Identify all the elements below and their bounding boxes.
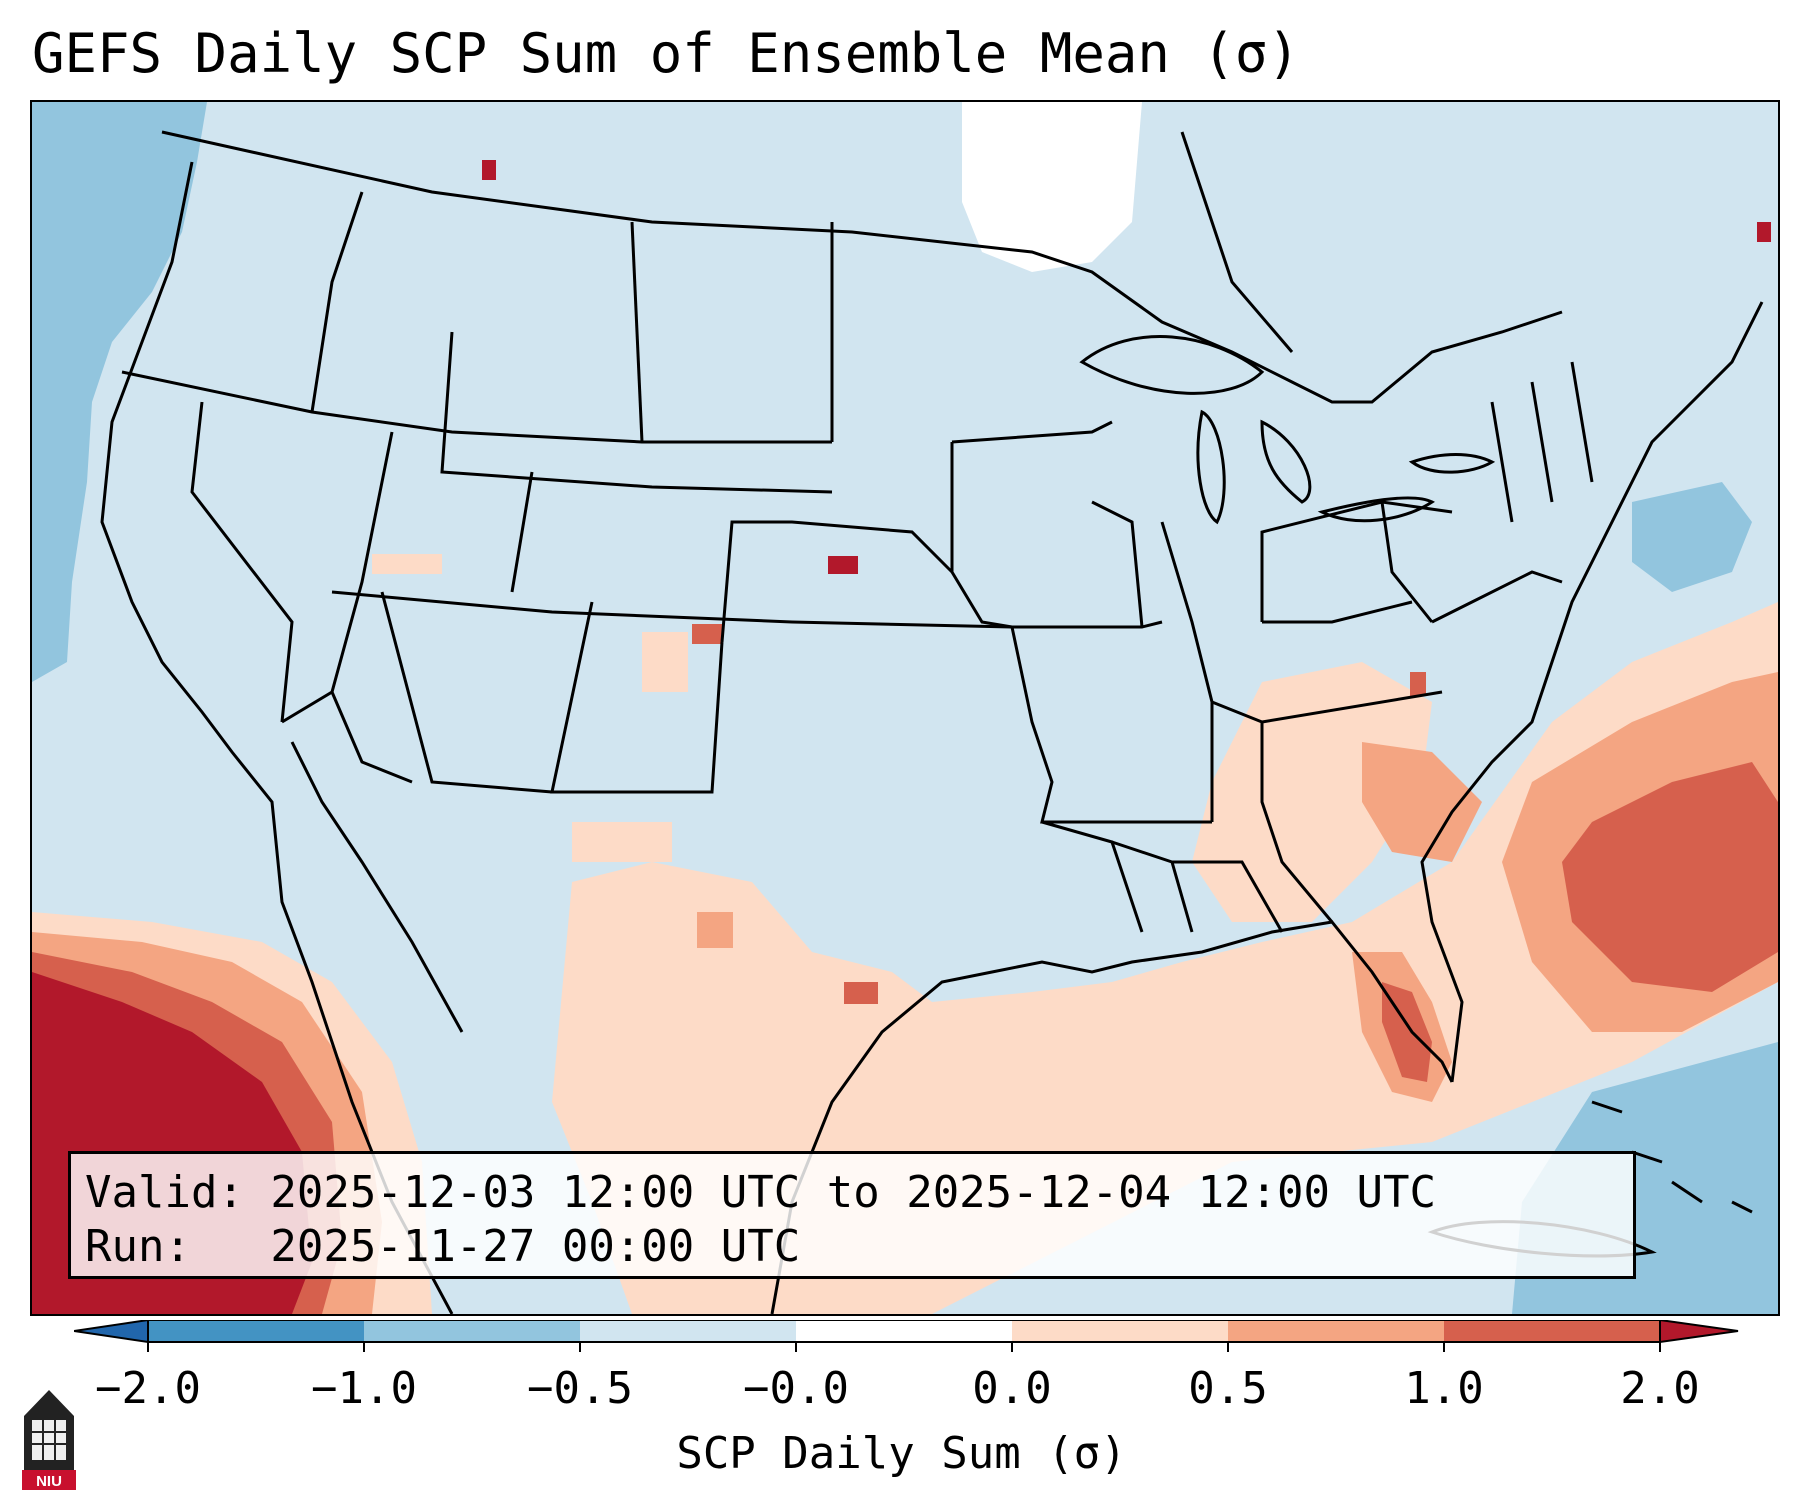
valid-time-text: Valid: 2025-12-03 12:00 UTC to 2025-12-0…: [85, 1167, 1437, 1218]
colorbar-tick-label: −2.0: [95, 1363, 201, 1414]
colorbar-extend-low: [74, 1320, 149, 1344]
niu-logo: NIU: [22, 1390, 76, 1490]
field-no-data-canada: [962, 102, 1142, 272]
cell-ks: [642, 632, 688, 692]
field-gulf-positive-light: [552, 602, 1778, 1314]
colorbar-bin-4: [796, 1320, 1012, 1342]
great-lakes: [1079, 335, 1496, 525]
map-title: GEFS Daily SCP Sum of Ensemble Mean (σ): [32, 22, 1300, 85]
field-atlantic-positive-strong: [1562, 762, 1778, 992]
colorbar-extend-high: [1659, 1320, 1739, 1344]
cell-va: [1410, 672, 1426, 696]
colorbar-ticks: [147, 1342, 1661, 1352]
cell-nebraska: [828, 556, 858, 574]
field-southeast-positive: [1192, 662, 1432, 922]
cell-colorado: [692, 624, 722, 644]
colorbar-bin-1: [148, 1320, 364, 1342]
cell-montana: [482, 160, 496, 180]
cell-maine: [1757, 222, 1771, 242]
cell-nm: [572, 822, 672, 862]
colorbar-tick-label: 0.0: [972, 1363, 1052, 1414]
colorbar: [74, 1320, 1739, 1352]
run-time-text: Run: 2025-11-27 00:00 UTC: [85, 1221, 801, 1272]
colorbar-tick-label: −1.0: [311, 1363, 417, 1414]
colorbar-tick-label: 1.0: [1404, 1363, 1484, 1414]
colorbar-tick-label: −0.5: [527, 1363, 633, 1414]
colorbar-outline: [147, 1320, 1661, 1343]
colorbar-title: SCP Daily Sum (σ): [676, 1428, 1127, 1479]
cell-tx-coast: [844, 982, 878, 1004]
field-pacific-negative: [32, 102, 207, 682]
colorbar-tick-label: 0.5: [1188, 1363, 1268, 1414]
cell-nv: [372, 554, 442, 574]
field-carolina-positive-medium: [1362, 742, 1482, 862]
colorbar-tick-label: −0.0: [743, 1363, 849, 1414]
field-atlantic-negative-north: [1632, 482, 1752, 592]
colorbar-bin-7: [1444, 1320, 1660, 1342]
scp-map: [32, 102, 1778, 1314]
cell-texas: [697, 912, 733, 948]
valid-run-info-box: Valid: 2025-12-03 12:00 UTC to 2025-12-0…: [68, 1151, 1636, 1279]
colorbar-bin-6: [1228, 1320, 1444, 1342]
colorbar-bin-3: [580, 1320, 796, 1342]
map-panel: [30, 100, 1780, 1316]
colorbar-bin-2: [364, 1320, 580, 1342]
colorbar-bin-5: [1012, 1320, 1228, 1342]
logo-text: NIU: [36, 1473, 62, 1490]
colorbar-tick-label: 2.0: [1620, 1363, 1700, 1414]
political-borders: [100, 130, 1764, 1314]
